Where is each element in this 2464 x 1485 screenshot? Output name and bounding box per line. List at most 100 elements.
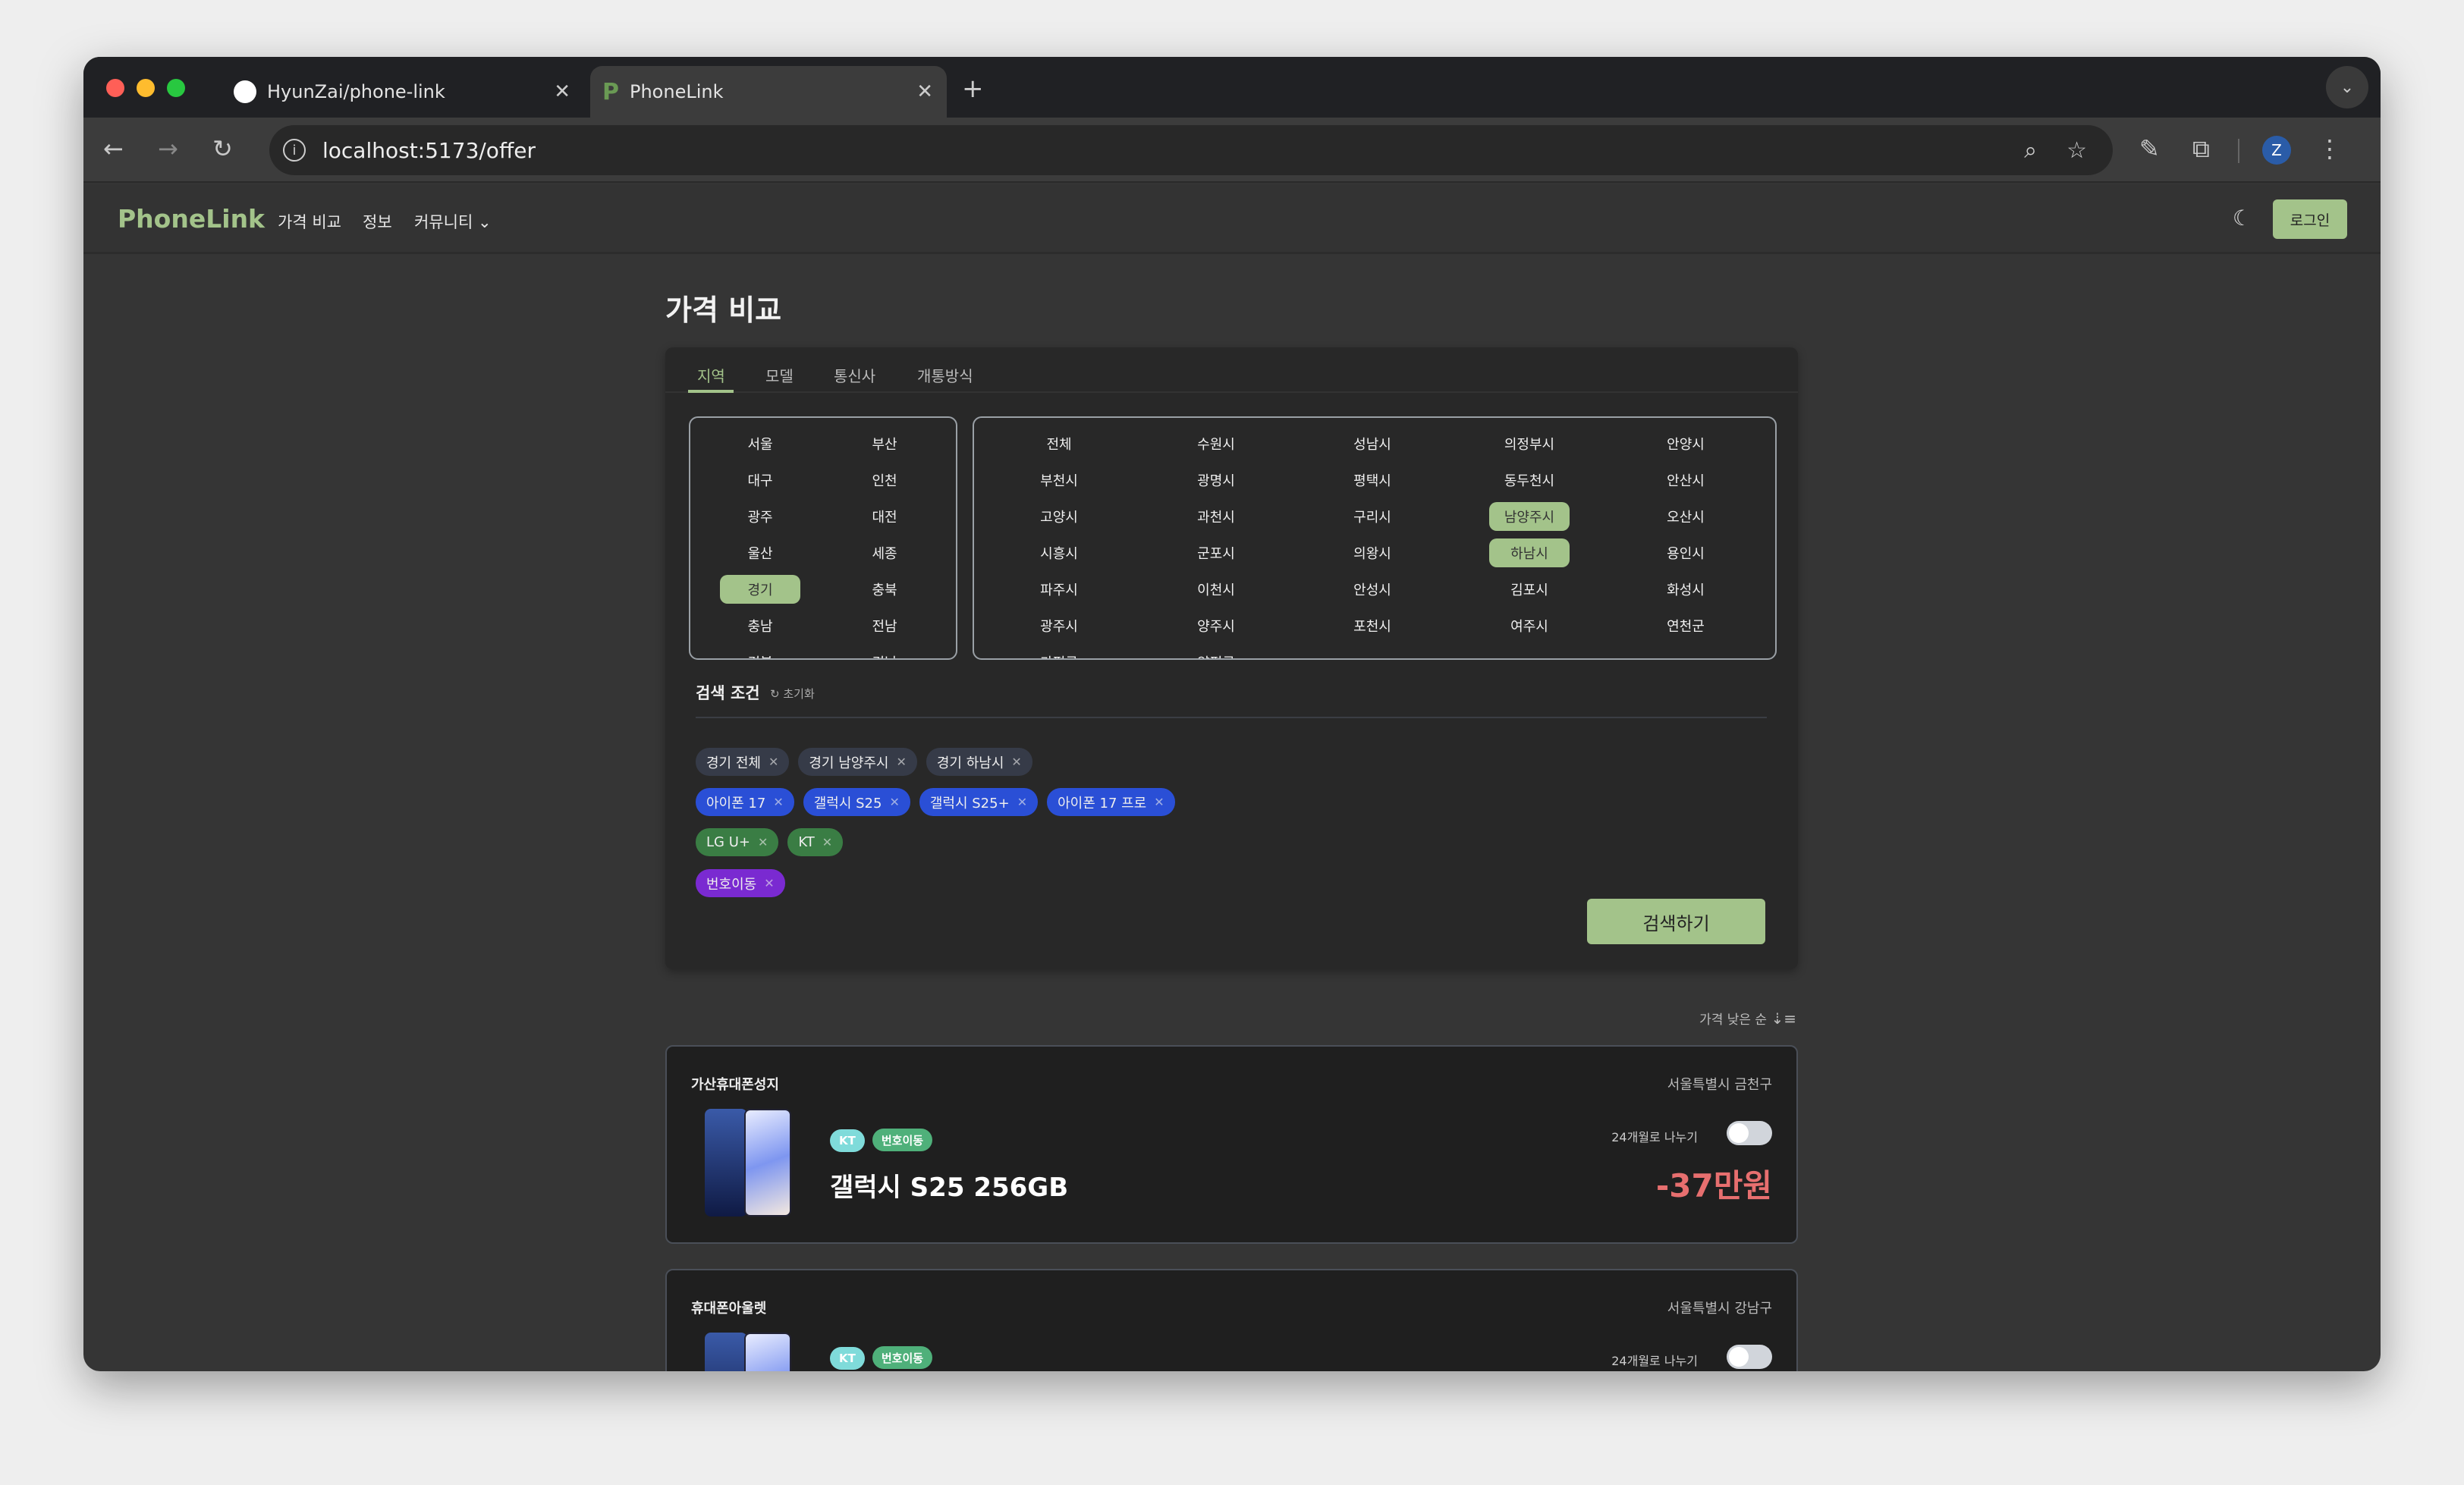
tab-search-button[interactable]: ⌄ bbox=[2326, 66, 2368, 108]
province-option[interactable]: 전남 bbox=[872, 619, 897, 635]
city-option[interactable]: 포천시 bbox=[1353, 619, 1391, 635]
city-option[interactable]: 파주시 bbox=[1040, 582, 1078, 598]
city-option[interactable]: 남양주시 bbox=[1489, 502, 1570, 531]
tab-region[interactable]: 지역 bbox=[697, 367, 725, 385]
city-option[interactable]: 수원시 bbox=[1197, 437, 1235, 453]
city-option[interactable]: 고양시 bbox=[1040, 510, 1078, 526]
city-option[interactable]: 양주시 bbox=[1197, 619, 1235, 635]
tab-activation-type[interactable]: 개통방식 bbox=[917, 367, 973, 385]
province-option[interactable]: 경북 bbox=[720, 648, 800, 658]
tab-carrier[interactable]: 통신사 bbox=[834, 367, 876, 385]
city-option[interactable]: 광명시 bbox=[1197, 473, 1235, 489]
minimize-window-button[interactable] bbox=[137, 79, 155, 97]
remove-chip-icon[interactable]: ✕ bbox=[757, 835, 768, 849]
offer-card[interactable]: 가산휴대폰성지 서울특별시 금천구 KT 번호이동 갤럭시 S25 256GB 2… bbox=[665, 1045, 1798, 1244]
city-option[interactable]: 여주시 bbox=[1510, 619, 1548, 635]
city-option[interactable]: 과천시 bbox=[1197, 510, 1235, 526]
tab-model[interactable]: 모델 bbox=[765, 367, 794, 385]
province-option[interactable]: 경기 bbox=[720, 575, 800, 604]
brand-logo[interactable]: PhoneLink bbox=[118, 204, 266, 234]
reset-button[interactable]: ↻ 초기화 bbox=[770, 686, 815, 702]
city-option[interactable]: 전체 bbox=[1046, 437, 1072, 453]
city-option[interactable]: 동두천시 bbox=[1504, 473, 1555, 489]
nav-price-compare[interactable]: 가격 비교 bbox=[278, 213, 341, 231]
city-option[interactable]: 용인시 bbox=[1667, 546, 1705, 562]
city-option[interactable]: 안산시 bbox=[1667, 473, 1705, 489]
city-option[interactable]: 김포시 bbox=[1510, 582, 1548, 598]
extension-pen-icon[interactable]: ✎ bbox=[2139, 134, 2160, 163]
phone-model: 갤럭시 S25 256GB bbox=[830, 1173, 1069, 1203]
remove-chip-icon[interactable]: ✕ bbox=[896, 755, 907, 769]
address-bar[interactable]: i localhost:5173/offer ⌕ ☆ bbox=[269, 125, 2113, 175]
city-option[interactable]: 광주시 bbox=[1040, 619, 1078, 635]
city-option[interactable]: 성남시 bbox=[1353, 437, 1391, 453]
province-option[interactable]: 충북 bbox=[872, 582, 897, 598]
sort-dropdown[interactable]: 가격 낮은 순 ⇣≡ bbox=[1699, 1009, 1796, 1028]
browser-tab-github[interactable]: HyunZai/phone-link ✕ bbox=[228, 66, 584, 118]
remove-chip-icon[interactable]: ✕ bbox=[1011, 755, 1022, 769]
city-option[interactable]: 부천시 bbox=[1040, 473, 1078, 489]
close-tab-icon[interactable]: ✕ bbox=[916, 80, 933, 103]
province-option[interactable]: 경남 bbox=[844, 648, 925, 658]
site-info-icon[interactable]: i bbox=[283, 139, 306, 162]
remove-chip-icon[interactable]: ✕ bbox=[773, 795, 784, 809]
city-option[interactable]: 시흥시 bbox=[1040, 546, 1078, 562]
dark-mode-moon-icon[interactable]: ☾ bbox=[2232, 206, 2252, 231]
url-text[interactable]: localhost:5173/offer bbox=[322, 137, 536, 163]
city-option[interactable]: 양평군 bbox=[1176, 648, 1256, 658]
nav-info[interactable]: 정보 bbox=[363, 213, 392, 231]
city-option[interactable]: 평택시 bbox=[1353, 473, 1391, 489]
city-option[interactable]: 연천군 bbox=[1667, 619, 1705, 635]
chip-label: LG U+ bbox=[706, 834, 750, 850]
browser-tab-phonelink[interactable]: P PhoneLink ✕ bbox=[590, 66, 947, 118]
split-24-months-toggle[interactable] bbox=[1727, 1345, 1772, 1369]
province-option[interactable]: 대전 bbox=[872, 510, 897, 526]
split-24-months-toggle[interactable] bbox=[1727, 1121, 1772, 1145]
store-name: 휴대폰아울렛 bbox=[691, 1301, 767, 1317]
back-icon[interactable]: ← bbox=[103, 134, 124, 163]
nav-community[interactable]: 커뮤니티 ⌄ bbox=[414, 210, 492, 233]
province-option[interactable]: 광주 bbox=[747, 510, 773, 526]
remove-chip-icon[interactable]: ✕ bbox=[822, 835, 833, 849]
close-tab-icon[interactable]: ✕ bbox=[554, 80, 570, 103]
chip-label: 갤럭시 S25 bbox=[813, 795, 882, 812]
province-option[interactable]: 세종 bbox=[872, 546, 897, 562]
menu-kebab-icon[interactable]: ⋮ bbox=[2318, 134, 2342, 163]
city-option[interactable]: 이천시 bbox=[1197, 582, 1235, 598]
login-button[interactable]: 로그인 bbox=[2273, 199, 2347, 239]
province-option[interactable]: 인천 bbox=[872, 473, 897, 489]
new-tab-button[interactable]: + bbox=[962, 74, 984, 104]
reload-icon[interactable]: ↻ bbox=[212, 134, 233, 163]
remove-chip-icon[interactable]: ✕ bbox=[1154, 795, 1164, 809]
extensions-icon[interactable]: ⧉ bbox=[2192, 134, 2210, 163]
bookmark-star-icon[interactable]: ☆ bbox=[2066, 137, 2087, 164]
search-button[interactable]: 검색하기 bbox=[1587, 899, 1765, 944]
remove-chip-icon[interactable]: ✕ bbox=[1017, 795, 1028, 809]
province-option[interactable]: 충남 bbox=[747, 619, 773, 635]
close-window-button[interactable] bbox=[106, 79, 124, 97]
offer-card[interactable]: 휴대폰아울렛 서울특별시 강남구 KT 번호이동 24개월로 나누기 bbox=[665, 1269, 1798, 1371]
city-option[interactable]: 의왕시 bbox=[1353, 546, 1391, 562]
city-option[interactable]: 가평군 bbox=[1019, 648, 1099, 658]
remove-chip-icon[interactable]: ✕ bbox=[764, 876, 775, 890]
city-option[interactable]: 군포시 bbox=[1197, 546, 1235, 562]
profile-avatar[interactable]: Z bbox=[2262, 136, 2291, 165]
zoom-icon[interactable]: ⌕ bbox=[2024, 137, 2037, 164]
city-option[interactable]: 하남시 bbox=[1489, 538, 1570, 567]
city-option[interactable]: 의정부시 bbox=[1504, 437, 1555, 453]
city-option[interactable]: 안성시 bbox=[1353, 582, 1391, 598]
maximize-window-button[interactable] bbox=[167, 79, 185, 97]
city-option[interactable]: 구리시 bbox=[1353, 510, 1391, 526]
remove-chip-icon[interactable]: ✕ bbox=[768, 755, 779, 769]
remove-chip-icon[interactable]: ✕ bbox=[889, 795, 900, 809]
province-option[interactable]: 울산 bbox=[747, 546, 773, 562]
province-option[interactable]: 부산 bbox=[872, 437, 897, 453]
forward-icon[interactable]: → bbox=[158, 134, 178, 163]
city-option[interactable]: 안양시 bbox=[1667, 437, 1705, 453]
city-option[interactable]: 오산시 bbox=[1667, 510, 1705, 526]
province-option[interactable]: 서울 bbox=[747, 437, 773, 453]
city-option[interactable]: 화성시 bbox=[1667, 582, 1705, 598]
province-option[interactable]: 대구 bbox=[747, 473, 773, 489]
